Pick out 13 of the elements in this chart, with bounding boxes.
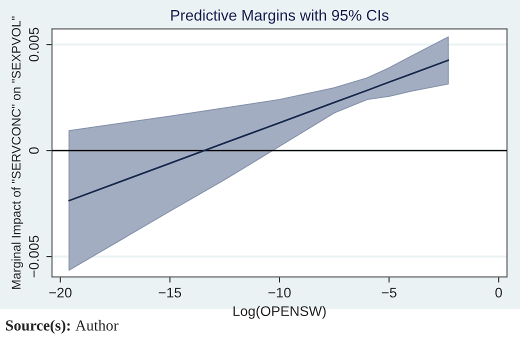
y-tick-label: −0.005 bbox=[29, 236, 39, 278]
x-tick-label: −5 bbox=[382, 288, 396, 298]
y-tick-label: 0.005 bbox=[29, 28, 39, 62]
x-tick-label: −15 bbox=[158, 288, 182, 298]
x-axis-title: Log(OPENSW) bbox=[234, 306, 326, 319]
chart-title: Predictive Margins with 95% CIs bbox=[171, 9, 388, 24]
line-series bbox=[68, 59, 450, 202]
x-tick-label: −20 bbox=[49, 288, 72, 298]
x-tick-label: −10 bbox=[268, 288, 291, 298]
y-tick-label: 0 bbox=[29, 147, 39, 154]
y-axis-title: Marginal Impact of "SERVCONC" on "SEXPVOL" bbox=[11, 16, 24, 289]
x-tick-label: 0 bbox=[495, 288, 502, 298]
source-note: Source(s): Author bbox=[6, 320, 118, 334]
